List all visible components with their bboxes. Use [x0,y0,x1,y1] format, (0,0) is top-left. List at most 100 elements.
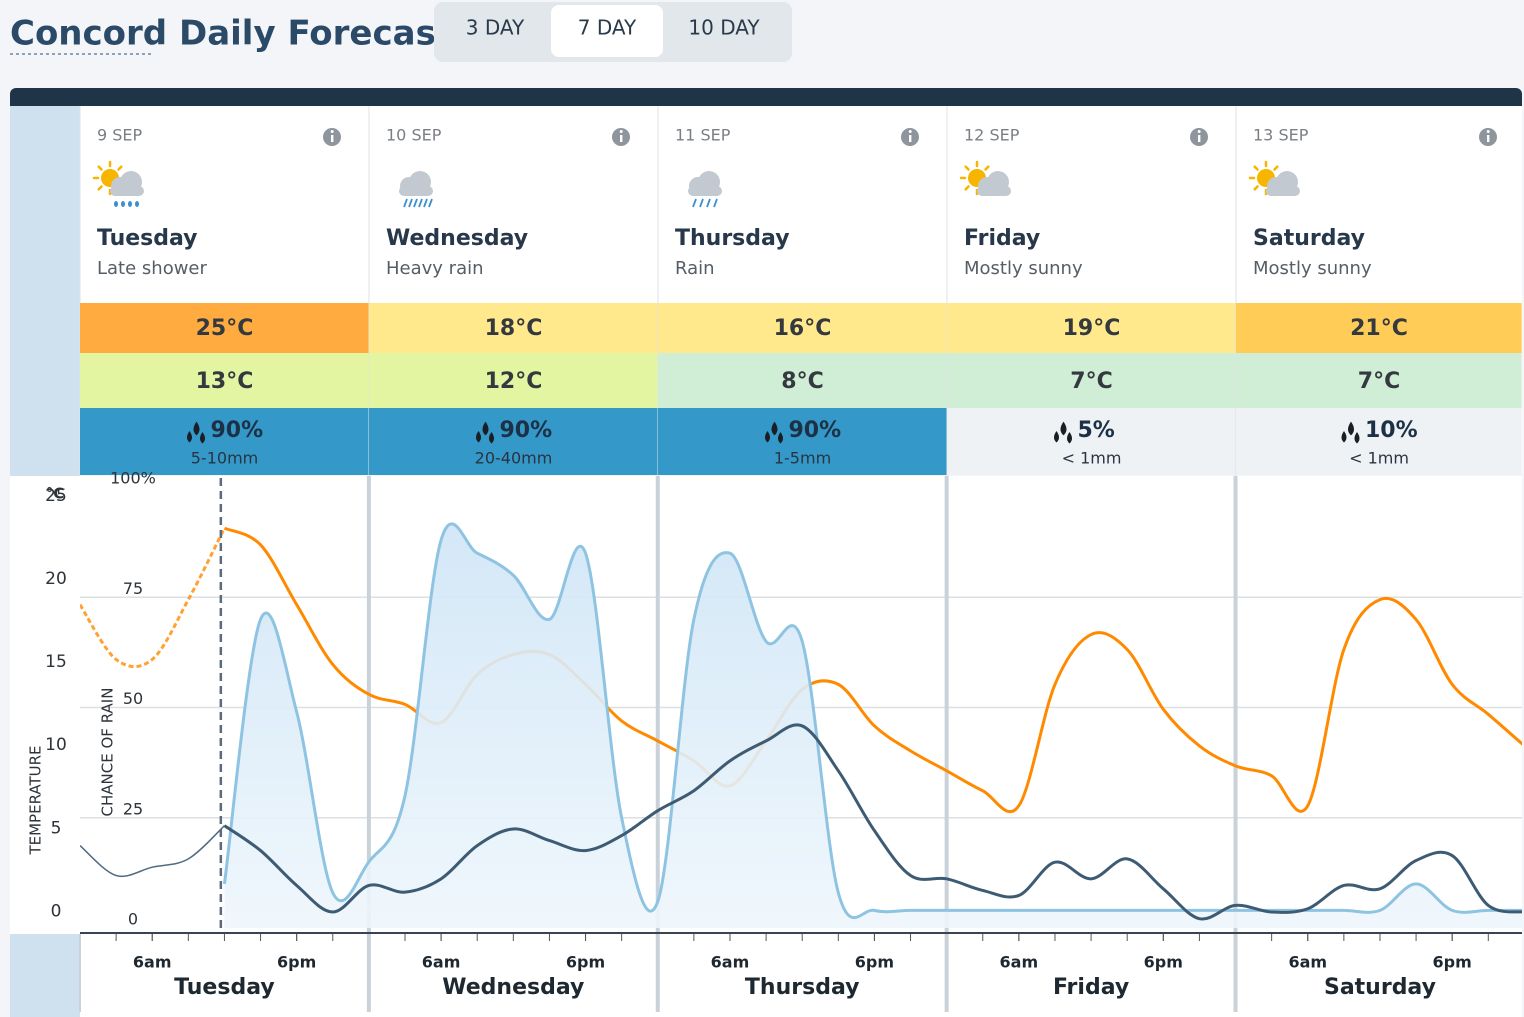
tab-active[interactable] [551,5,663,57]
rain-drops-icon [476,421,494,444]
rain-drop [135,201,139,207]
rain-drops-icon [1341,421,1360,444]
day-header [947,106,1236,303]
drop [1348,421,1354,436]
drop [1067,432,1072,444]
y-tick-label: 25 [45,486,67,506]
rain-drop [114,201,118,207]
sun-ray [1273,165,1279,171]
low-temp: 13°C [196,369,254,394]
low-temp-cell [658,353,947,408]
x-tick-label: 6am [1000,953,1039,972]
day-name: Thursday [675,226,790,251]
sun-ray [1253,185,1259,191]
y2-tick-label: 75 [123,579,143,598]
day-description: Mostly sunny [1253,258,1372,279]
weather-icon [688,171,722,208]
y-axis-title: TEMPERATURE [27,745,45,855]
rain-chance: 10% [1365,418,1418,443]
cloud [1266,186,1300,196]
rain-cell [80,408,369,475]
axis-background [80,934,1522,1017]
day-name: Wednesday [386,226,528,251]
low-temp-cell [1236,353,1522,408]
rain-amount: 1-5mm [774,449,831,468]
y2-tick-label: 0 [128,910,138,929]
rain-drops-icon [765,421,783,444]
info-icon-dot [619,130,623,133]
y2-axis-title: CHANCE OF RAIN [99,688,117,817]
day-description: Rain [675,258,715,279]
tab-label[interactable]: 7 DAY [578,16,637,40]
sun-ray [984,165,990,171]
high-temp-cell [1236,303,1522,353]
low-temp: 8°C [781,369,823,394]
day-date: 11 SEP [675,126,731,145]
rain-chance: 90% [500,418,553,443]
x-tick-label: 6pm [277,953,316,972]
rain-drop [128,201,132,207]
rain-streak [413,198,418,208]
y-unit: °C [46,485,65,503]
info-icon-stem [620,135,623,142]
rain-amount: 5-10mm [191,449,258,468]
y2-tick-label: 50 [123,689,143,708]
sun-ray [97,165,103,171]
drop [1060,421,1067,436]
weather-icon [1248,160,1300,196]
rain-chance: 5% [1078,418,1115,443]
y2-tick-label: 25 [123,799,143,818]
rain-streak [692,198,697,208]
tab-label[interactable]: 10 DAY [688,16,760,40]
sun-ray [117,165,123,171]
high-temp: 19°C [1063,316,1121,341]
cloud [110,186,144,196]
day-description: Heavy rain [386,258,484,279]
drop [778,432,783,444]
cloud [688,186,722,196]
rain-area [224,523,1522,929]
day-name: Saturday [1253,226,1365,251]
drop [187,431,192,443]
y2-tick-label: 100% [110,469,156,488]
rain-cell [947,408,1236,475]
x-tick-label: 6am [711,953,750,972]
rain-amount: 20-40mm [475,449,553,468]
day-date: 10 SEP [386,126,442,145]
rain-streak [699,198,704,208]
rain-drop [121,201,125,207]
sun-ray [964,165,970,171]
day-description: Mostly sunny [964,258,1083,279]
rain-streak [428,198,433,208]
sun-ray [97,185,103,191]
x-tick-label: 6am [133,953,172,972]
drop [200,432,205,444]
drop [482,421,489,436]
low-temp-cell [369,353,658,408]
info-icon-dot [330,130,334,133]
drop [771,421,778,436]
day-header [369,106,658,303]
x-day-label: Tuesday [174,975,275,1000]
info-icon-stem [1487,135,1490,142]
cloud [399,186,433,196]
x-day-label: Thursday [745,975,860,1000]
x-tick-label: 6pm [1144,953,1183,972]
high-temp-cell [80,303,369,353]
low-temp-cell [947,353,1236,408]
low-temp: 7°C [1358,369,1400,394]
high-temp: 21°C [1350,316,1408,341]
rain-drops-icon [187,421,205,444]
rain-amount: < 1mm [1062,449,1122,468]
day-date: 9 SEP [97,126,143,145]
low-temp: 7°C [1070,369,1112,394]
cloud [977,186,1011,196]
day-header [1236,106,1522,303]
rain-streak [713,198,718,208]
y-tick-label: 0 [51,901,62,921]
info-icon-dot [1486,130,1490,133]
tab-label[interactable]: 3 DAY [466,16,525,40]
day-date: 13 SEP [1253,126,1309,145]
